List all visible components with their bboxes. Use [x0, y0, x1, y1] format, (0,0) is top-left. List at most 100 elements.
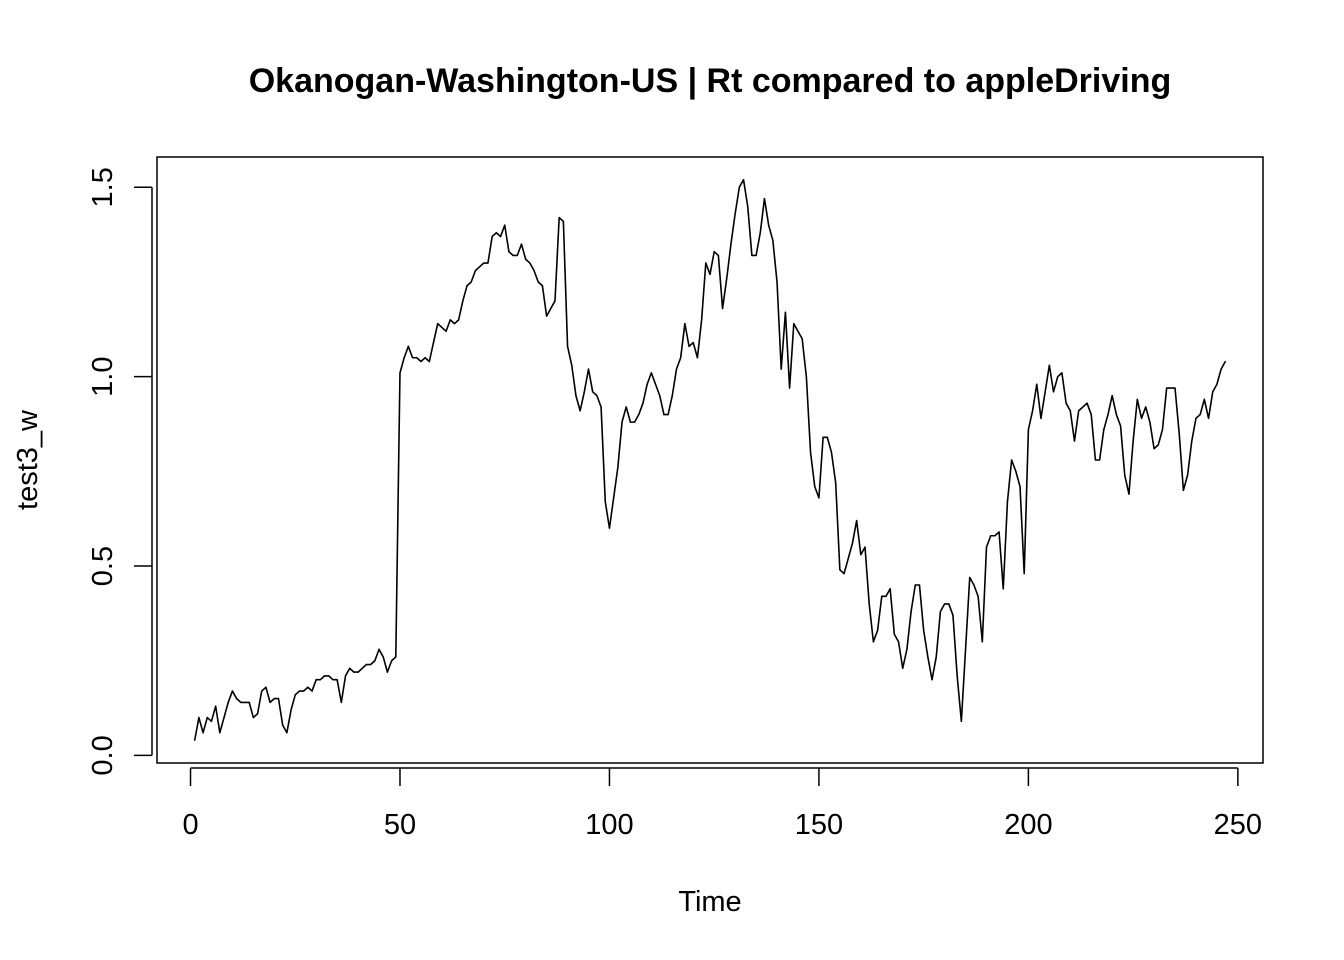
- data-point: [918, 584, 921, 586]
- data-point: [1023, 573, 1025, 575]
- data-point: [617, 466, 619, 469]
- data-point: [680, 357, 682, 359]
- data-point: [483, 262, 485, 264]
- data-point: [437, 323, 439, 325]
- data-point: [1212, 391, 1214, 393]
- data-point: [671, 395, 673, 397]
- data-point: [868, 603, 870, 605]
- data-point: [508, 251, 510, 253]
- data-point: [261, 690, 263, 692]
- data-point: [1057, 376, 1059, 378]
- data-point: [654, 383, 657, 385]
- data-point: [1174, 387, 1176, 389]
- data-points: [194, 179, 1226, 741]
- data-point: [537, 281, 539, 283]
- data-point: [1069, 410, 1071, 412]
- data-point: [973, 584, 975, 586]
- data-point: [273, 698, 275, 700]
- x-tick-label: 100: [585, 809, 633, 841]
- data-point: [1161, 429, 1164, 431]
- data-point: [215, 705, 217, 707]
- data-point: [990, 535, 992, 537]
- data-point: [470, 281, 472, 283]
- data-point: [1207, 417, 1210, 419]
- data-point: [939, 610, 942, 613]
- data-point: [742, 179, 745, 181]
- data-point: [533, 270, 535, 272]
- data-point: [675, 368, 678, 370]
- data-point: [1199, 413, 1201, 416]
- data-point: [1103, 429, 1105, 431]
- data-point: [860, 554, 862, 556]
- data-point: [696, 357, 699, 359]
- data-point: [290, 709, 292, 711]
- data-point: [386, 671, 389, 673]
- data-point: [981, 641, 983, 643]
- data-point: [604, 501, 606, 503]
- data-point: [927, 656, 929, 658]
- data-point: [1203, 398, 1205, 400]
- data-point: [516, 254, 518, 257]
- data-point: [755, 254, 757, 257]
- data-point: [768, 224, 770, 226]
- y-tick-label: 0.0: [87, 735, 119, 775]
- data-point: [1031, 410, 1034, 412]
- data-point: [1119, 425, 1122, 427]
- data-point: [323, 675, 326, 677]
- data-point: [1052, 391, 1055, 393]
- data-point: [1132, 440, 1134, 442]
- data-point: [944, 603, 946, 605]
- data-point: [411, 357, 414, 359]
- data-point: [864, 546, 866, 548]
- data-point: [667, 413, 669, 416]
- data-point: [579, 410, 581, 412]
- data-point: [303, 690, 305, 692]
- data-point: [1136, 398, 1138, 400]
- data-point: [378, 648, 380, 650]
- data-point: [328, 675, 330, 677]
- data-point: [826, 436, 828, 438]
- data-point: [420, 360, 422, 363]
- data-point: [541, 285, 544, 287]
- data-point: [1099, 459, 1101, 461]
- data-point: [847, 557, 849, 560]
- data-point: [1048, 364, 1050, 366]
- data-point: [546, 315, 548, 317]
- x-tick-label: 50: [384, 809, 416, 841]
- data-point: [357, 671, 359, 673]
- plot-box: [156, 156, 1264, 764]
- data-point: [571, 364, 573, 366]
- data-point: [596, 395, 598, 397]
- data-point: [650, 372, 652, 374]
- data-point: [370, 663, 372, 666]
- data-point: [977, 595, 979, 597]
- data-point: [688, 345, 690, 347]
- y-axis: 0.0 0.5 1.0 1.5: [87, 167, 153, 776]
- data-point: [562, 220, 564, 222]
- data-point: [856, 520, 858, 522]
- data-point: [240, 701, 242, 704]
- data-point: [717, 254, 719, 257]
- data-point: [1090, 413, 1092, 416]
- data-point: [416, 357, 418, 359]
- data-point: [851, 542, 854, 544]
- data-point: [701, 319, 703, 321]
- data-point: [550, 307, 552, 310]
- data-point: [600, 406, 602, 408]
- data-point: [759, 232, 761, 234]
- data-point: [1036, 383, 1038, 385]
- data-point: [663, 413, 665, 416]
- data-point: [282, 724, 284, 726]
- data-point: [1178, 432, 1180, 435]
- data-point: [361, 667, 363, 669]
- data-point: [1027, 429, 1029, 431]
- data-point: [1044, 391, 1046, 393]
- data-point: [424, 357, 426, 359]
- data-point: [1195, 417, 1197, 419]
- data-point: [525, 258, 527, 260]
- data-point: [399, 372, 401, 374]
- data-point: [194, 739, 196, 741]
- data-point: [906, 648, 908, 650]
- data-point: [638, 413, 640, 416]
